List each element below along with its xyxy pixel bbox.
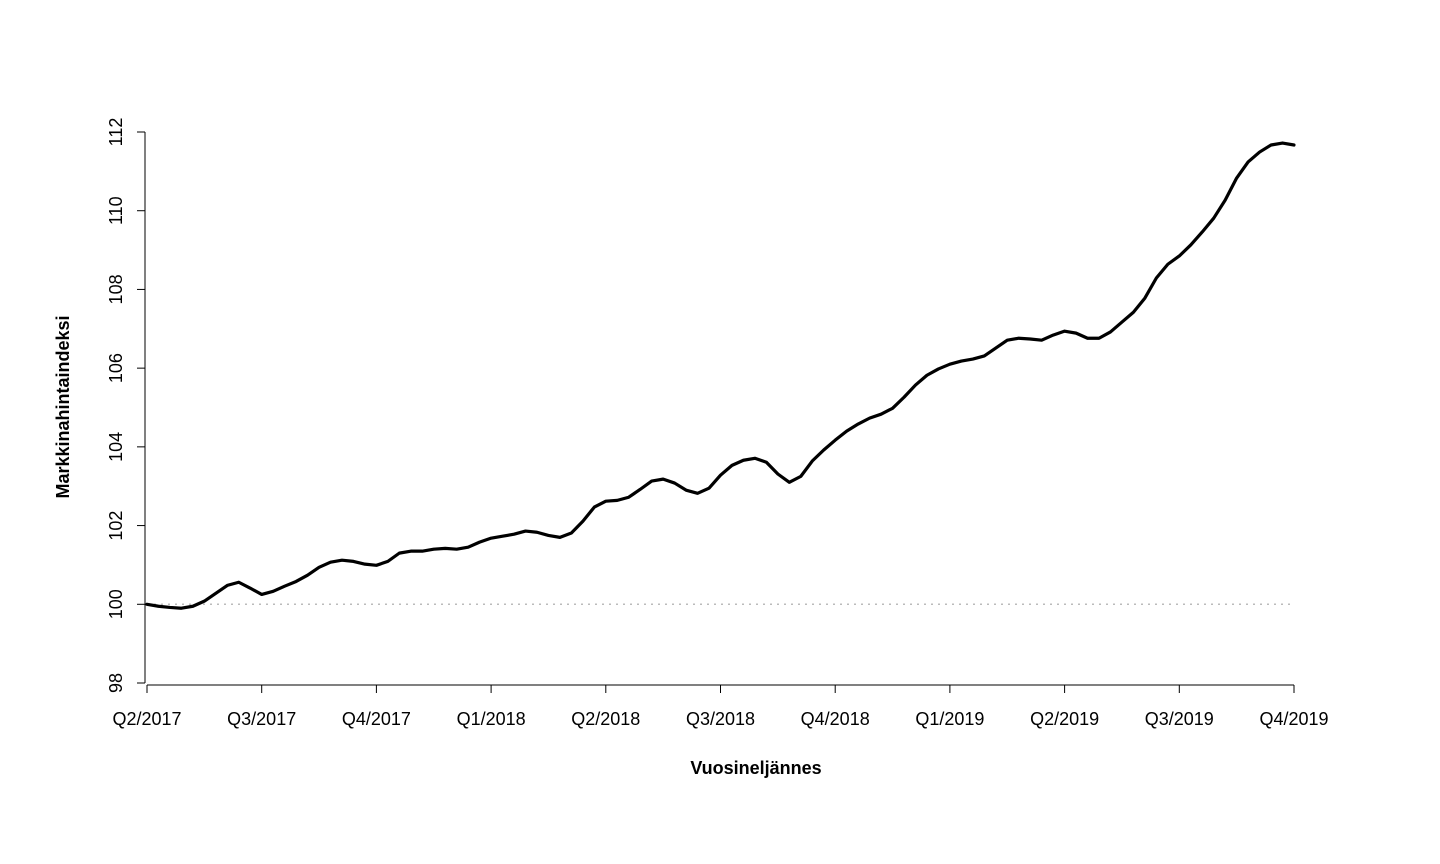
y-tick-label: 106 [106,353,126,383]
x-tick-label: Q2/2019 [1030,709,1099,729]
x-tick-label: Q1/2018 [457,709,526,729]
x-tick-label: Q2/2017 [112,709,181,729]
x-tick-label: Q1/2019 [915,709,984,729]
x-tick-label: Q2/2018 [571,709,640,729]
x-tick-label: Q3/2017 [227,709,296,729]
y-tick-label: 104 [106,432,126,462]
x-axis-title: Vuosineljännes [690,758,821,778]
y-tick-label: 102 [106,511,126,541]
x-tick-label: Q4/2017 [342,709,411,729]
data-line [145,141,1296,610]
x-tick-label: Q4/2019 [1259,709,1328,729]
x-tick-label: Q3/2018 [686,709,755,729]
y-axis-title: Markkinahintaindeksi [53,315,73,498]
y-tick-label: 112 [106,118,126,147]
y-tick-label: 98 [106,673,126,693]
x-tick-label: Q3/2019 [1145,709,1214,729]
y-tick-label: 108 [106,274,126,304]
y-tick-label: 110 [106,196,126,225]
y-tick-label: 100 [106,589,126,619]
x-tick-label: Q4/2018 [801,709,870,729]
